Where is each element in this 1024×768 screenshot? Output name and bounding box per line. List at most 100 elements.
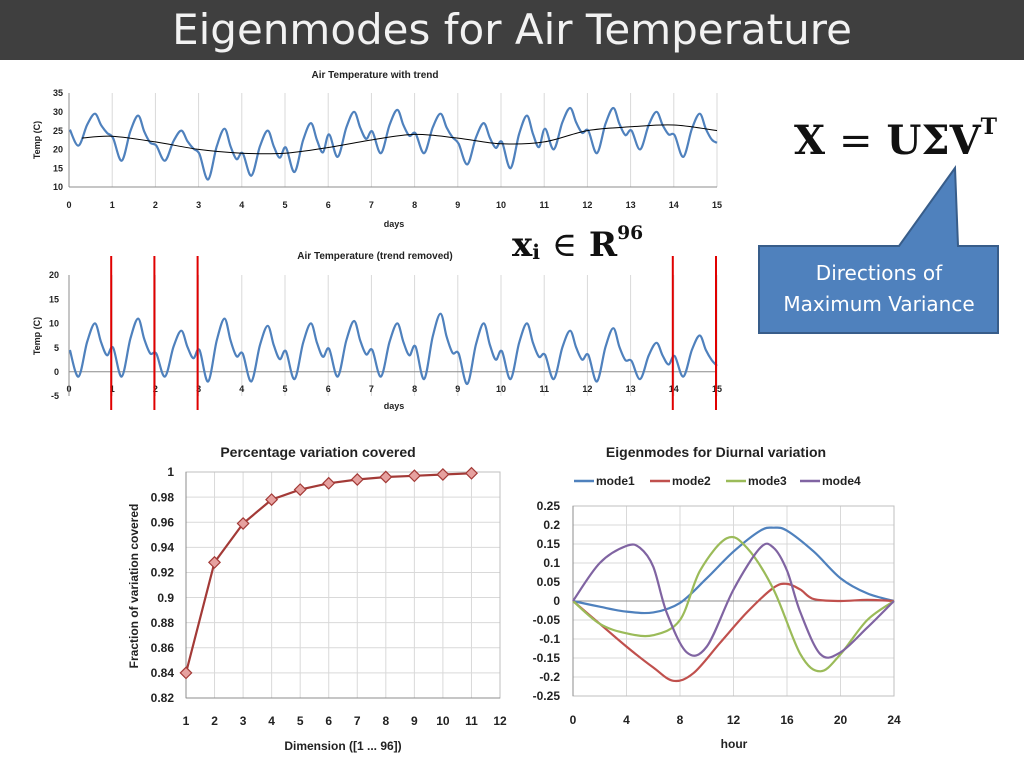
chart-title: Percentage variation covered <box>220 444 415 460</box>
y-tick-label: -0.15 <box>533 651 561 665</box>
x-tick-label: 0 <box>570 713 577 727</box>
x-tick-label: 10 <box>496 200 506 210</box>
chart-percentage: Percentage variation covered 0.82 0.84 0.8… <box>127 444 507 753</box>
y-tick-label: 0.82 <box>151 691 175 705</box>
series-line-mode2 <box>572 582 895 683</box>
x-tick-label: 5 <box>282 200 287 210</box>
svd-equation: X = UΣVT <box>794 114 997 164</box>
x-tick-label: 13 <box>626 384 636 394</box>
x-tick-label: 1 <box>183 714 190 728</box>
callout-shape <box>758 165 999 334</box>
x-tick-label: 9 <box>455 384 460 394</box>
x-tick-label: 8 <box>382 714 389 728</box>
data-point-marker <box>464 466 479 480</box>
x-tick-label: 7 <box>369 200 374 210</box>
series-line-mode3 <box>572 535 895 673</box>
y-tick-label: -5 <box>51 391 59 401</box>
y-tick-label: 0 <box>553 594 560 608</box>
x-tick-label: 6 <box>326 200 331 210</box>
x-tick-label: 8 <box>412 384 417 394</box>
data-point-marker <box>207 555 222 569</box>
x-tick-label: 9 <box>455 200 460 210</box>
y-tick-label: 0.94 <box>151 541 175 555</box>
y-tick-label: 20 <box>53 145 63 155</box>
x-tick-label: 11 <box>539 384 549 394</box>
y-axis-label: Temp (C) <box>32 317 42 355</box>
x-axis-label: days <box>384 219 405 229</box>
vector-base: x <box>512 224 533 265</box>
x-tick-label: 16 <box>780 713 794 727</box>
x-tick-label: 6 <box>326 384 331 394</box>
x-tick-label: 8 <box>412 200 417 210</box>
y-tick-label: 30 <box>53 107 63 117</box>
y-tick-label: 0.05 <box>537 575 561 589</box>
data-point-marker <box>436 467 450 482</box>
chart-axes: -0.25 -0.2 -0.15 -0.1 -0.05 0 0.05 0.1 0.15 0.2 0.… <box>533 499 901 727</box>
trend-line <box>81 124 718 155</box>
x-tick-label: 10 <box>436 714 450 728</box>
callout-line-2: Maximum Variance <box>783 292 975 316</box>
y-tick-label: 0.84 <box>151 666 175 680</box>
y-tick-label: 0.92 <box>151 566 175 580</box>
callout-text: Directions of Maximum Variance <box>760 258 998 320</box>
y-tick-label: 1 <box>167 465 174 479</box>
x-tick-label: 4 <box>239 384 244 394</box>
data-point-marker <box>236 516 250 531</box>
data-point-marker <box>379 470 393 484</box>
x-tick-label: 14 <box>669 200 679 210</box>
y-tick-label: 0.15 <box>537 537 561 551</box>
chart-title: Eigenmodes for Diurnal variation <box>606 444 826 460</box>
equation-lhs: X <box>794 116 826 164</box>
x-tick-label: 3 <box>240 714 247 728</box>
y-tick-label: 5 <box>54 343 59 353</box>
legend-label-mode4: mode4 <box>822 474 861 488</box>
y-tick-label: -0.1 <box>539 632 560 646</box>
legend-label-mode1: mode1 <box>596 474 635 488</box>
x-tick-label: 5 <box>297 714 304 728</box>
y-tick-label: 10 <box>53 182 63 192</box>
y-tick-label: 0.98 <box>151 490 175 504</box>
x-tick-label: 7 <box>369 384 374 394</box>
y-tick-label: 0.88 <box>151 616 175 630</box>
x-tick-label: 15 <box>712 200 722 210</box>
x-tick-label: 4 <box>239 200 244 210</box>
vector-space: R <box>588 224 618 265</box>
data-point-marker <box>265 493 279 507</box>
x-tick-label: 3 <box>196 200 201 210</box>
chart-with-trend: Air Temperature with trend 1015202530350… <box>32 70 722 229</box>
x-tick-label: 2 <box>211 714 218 728</box>
y-axis-label: Temp (C) <box>32 121 42 159</box>
x-tick-label: 12 <box>582 200 592 210</box>
equation-equals: = <box>838 117 873 164</box>
detrended-series-line <box>68 312 718 386</box>
y-tick-label: 15 <box>49 294 59 304</box>
legend-label-mode3: mode3 <box>748 474 787 488</box>
title-bar: Eigenmodes for Air Temperature <box>0 0 1024 60</box>
temperature-series-line <box>68 106 718 181</box>
y-tick-label: 25 <box>53 126 63 136</box>
chart-axes: -5051015200123456789101112131415 <box>49 256 722 410</box>
vector-subscript: i <box>532 239 541 264</box>
series-line-mode4 <box>572 542 895 659</box>
chart-eigenmodes: Eigenmodes for Diurnal variation mode1 mo… <box>533 444 901 751</box>
x-tick-label: 9 <box>411 714 418 728</box>
chart-title: Air Temperature with trend <box>311 70 438 81</box>
element-of-symbol: ∈ <box>551 224 578 265</box>
y-tick-label: -0.25 <box>533 689 561 703</box>
y-tick-label: 20 <box>49 270 59 280</box>
x-tick-label: 12 <box>727 713 741 727</box>
x-tick-label: 13 <box>626 200 636 210</box>
x-tick-label: 20 <box>834 713 848 727</box>
x-tick-label: 2 <box>153 200 158 210</box>
vector-notation: xi ∈ R96 <box>512 222 643 265</box>
x-tick-label: 4 <box>268 714 275 728</box>
y-tick-label: 0.1 <box>543 556 560 570</box>
x-tick-label: 10 <box>496 384 506 394</box>
data-point-marker <box>179 666 193 680</box>
x-tick-label: 5 <box>282 384 287 394</box>
data-point-marker <box>293 483 307 497</box>
y-tick-label: 35 <box>53 88 63 98</box>
